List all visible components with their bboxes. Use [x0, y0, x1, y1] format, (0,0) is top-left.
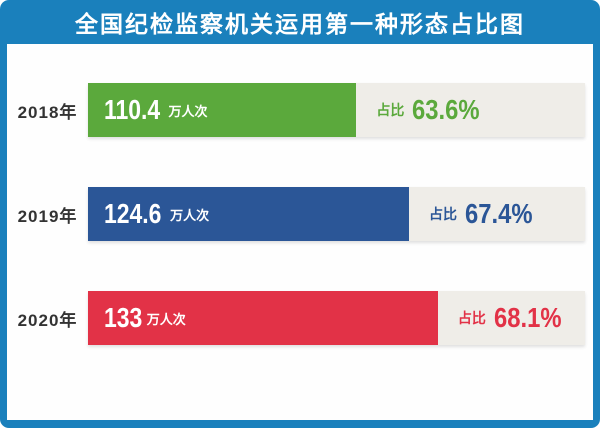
bar-track-2020: 133 万人次 占比 68.1%: [88, 291, 585, 345]
chart-area: 2018年 110.4 万人次 占比 63.6% 2019年 124.6 万人次: [7, 44, 593, 420]
bar-fill-2019: 124.6 万人次: [88, 187, 410, 241]
bar-fill-2018: 110.4 万人次: [88, 83, 357, 137]
bar-track-2018: 110.4 万人次 占比 63.6%: [88, 83, 585, 137]
bar-unit-2018: 万人次: [168, 103, 208, 119]
bar-unit-2019: 万人次: [170, 207, 210, 223]
pct-label-2019: 占比: [429, 206, 458, 222]
chart-title: 全国纪检监察机关运用第一种形态占比图: [75, 11, 525, 37]
bar-track-2019: 124.6 万人次 占比 67.4%: [88, 187, 585, 241]
pct-group-2019: 占比 67.4%: [429, 187, 544, 241]
bar-unit-2020: 万人次: [146, 311, 186, 327]
bar-value-2018: 110.4: [104, 94, 161, 125]
bar-row-2020: 2020年 133 万人次 占比 68.1%: [7, 291, 593, 345]
pct-value-2020: 68.1%: [493, 302, 562, 333]
title-band: 全国纪检监察机关运用第一种形态占比图: [0, 0, 600, 44]
year-label-2020: 2020年: [17, 310, 78, 330]
bar-value-2019: 124.6: [104, 198, 162, 229]
bar-value-2020: 133: [104, 302, 143, 333]
year-label-2019: 2019年: [17, 206, 78, 226]
bar-row-2019: 2019年 124.6 万人次 占比 67.4%: [7, 187, 593, 241]
bar-fill-2020: 133 万人次: [88, 291, 438, 345]
pct-value-2018: 63.6%: [412, 94, 480, 125]
year-label-2018: 2018年: [17, 102, 78, 122]
pct-group-2018: 占比 63.6%: [376, 83, 491, 137]
pct-label-2020: 占比: [457, 310, 486, 326]
pct-value-2019: 67.4%: [465, 198, 533, 229]
pct-label-2018: 占比: [376, 102, 405, 118]
bar-row-2018: 2018年 110.4 万人次 占比 63.6%: [7, 83, 593, 137]
pct-group-2020: 占比 68.1%: [458, 291, 573, 345]
